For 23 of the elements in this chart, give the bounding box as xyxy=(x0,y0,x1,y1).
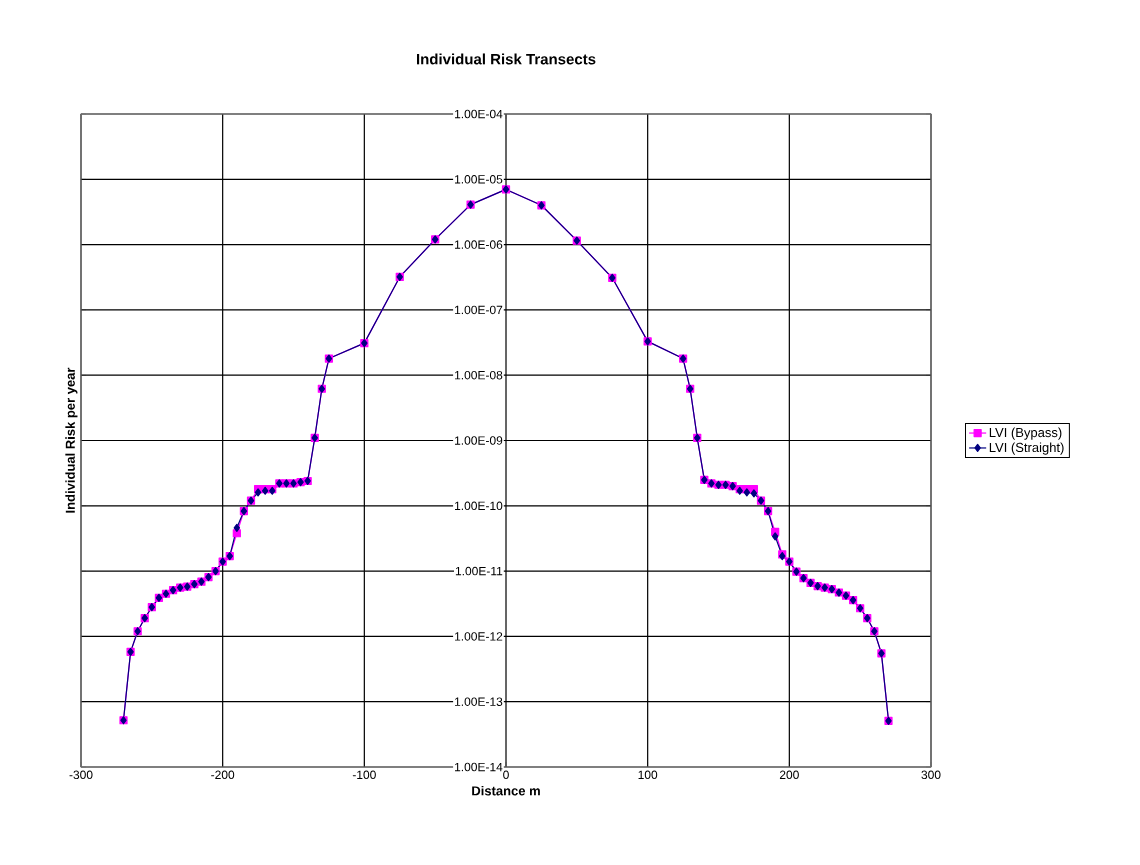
x-tick-label: 200 xyxy=(779,770,799,780)
chart-title: Individual Risk Transects xyxy=(416,53,596,65)
x-tick-label: 300 xyxy=(921,770,941,780)
y-tick-label: 1.00E-05 xyxy=(455,175,503,184)
y-tick-label: 1.00E-08 xyxy=(455,370,503,380)
y-tick-label: 1.00E-10 xyxy=(455,501,503,511)
y-axis-title: Individual Risk per year xyxy=(65,367,78,513)
y-tick-label: 1.00E-13 xyxy=(455,697,503,706)
x-axis-title: Distance m xyxy=(472,785,540,796)
y-tick-label: 1.00E-09 xyxy=(455,436,503,445)
y-tick-label: 1.00E-11 xyxy=(455,566,503,576)
y-tick-label: 1.00E-06 xyxy=(455,240,503,249)
x-tick-label: -200 xyxy=(211,770,235,780)
y-tick-label: 1.00E-12 xyxy=(455,632,503,641)
x-tick-label: 100 xyxy=(638,770,658,780)
y-tick-label: 1.00E-07 xyxy=(455,305,503,315)
x-tick-label: 0 xyxy=(503,770,509,780)
x-tick-label: -300 xyxy=(69,770,93,780)
y-tick-label: 1.00E-14 xyxy=(455,762,503,772)
y-tick-label: 1.00E-04 xyxy=(455,109,503,119)
legend-label: LVI (Straight) xyxy=(989,442,1064,455)
legend-label: LVI (Bypass) xyxy=(989,427,1062,440)
x-tick-label: -100 xyxy=(352,770,376,780)
